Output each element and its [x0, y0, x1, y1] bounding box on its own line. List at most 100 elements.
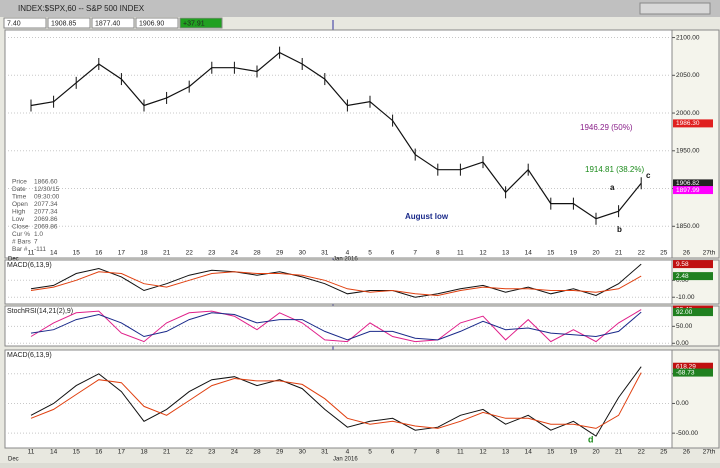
readout-key: Date: [12, 186, 26, 193]
panel-title: MACD(6,13,9): [7, 352, 52, 359]
readout-value: 1.0: [34, 231, 43, 238]
x-tick-label: 14: [525, 449, 533, 456]
readout-value: 1866.60: [34, 179, 58, 186]
readout-value: 2077.34: [34, 209, 58, 216]
x-tick-label: 11: [28, 449, 35, 456]
y-tick-label: 2000.00: [676, 110, 700, 117]
x-tick-label: 29: [276, 250, 284, 257]
y-tick-label: 2050.00: [676, 72, 700, 79]
series-line: [30, 271, 642, 297]
panel-title: MACD(6,13,9): [7, 262, 52, 269]
series-line: [30, 366, 642, 437]
x-tick-label: 30: [299, 250, 307, 257]
x-tick-label: 11: [28, 250, 35, 257]
title-bar: [0, 0, 720, 17]
readout-value: 2077.34: [34, 201, 58, 208]
series-line: [30, 311, 642, 341]
series-line: [30, 263, 642, 298]
readout-key: # Bars: [12, 239, 32, 246]
x-tick-label: 4: [346, 449, 350, 456]
window-buttons[interactable]: [639, 2, 711, 15]
info-box: [91, 17, 135, 29]
annotation: August low: [405, 212, 449, 221]
x-tick-label: 12: [479, 250, 487, 257]
x-tick-label: 21: [163, 250, 171, 257]
y-tick-label: 0.00: [676, 277, 689, 284]
x-tick-label: 7: [413, 449, 417, 456]
x-tick-label: 6: [391, 250, 395, 257]
x-tick-label: 15: [547, 250, 555, 257]
value-tag: [673, 368, 713, 377]
info-box: [179, 17, 223, 29]
window-title: INDEX:$SPX,60 -- S&P 500 INDEX: [18, 4, 145, 13]
price-label: 1986.30: [676, 120, 700, 127]
x-tick-label: 28: [253, 449, 261, 456]
x-tick-label: 31: [321, 449, 329, 456]
readout-value: -111: [34, 246, 46, 253]
x-tick-label: 14: [50, 449, 58, 456]
x-tick-label: 15: [73, 449, 81, 456]
x-tick-label: 12: [479, 449, 487, 456]
readout-value: 7: [34, 239, 38, 246]
x-group-label: Dec: [8, 457, 19, 463]
x-tick-label: 7: [413, 250, 417, 257]
y-tick-label: -500.00: [676, 430, 698, 437]
readout-value: 2069.86: [34, 216, 58, 223]
value-tag: [673, 362, 713, 371]
y-tick-label: -10.00: [676, 294, 695, 301]
info-box: [135, 17, 179, 29]
x-tick-label: 17: [118, 250, 126, 257]
x-tick-label: 23: [208, 250, 216, 257]
panel-title: StochRSI(14,21(2),9): [7, 308, 73, 315]
x-group-label: Jan 2016: [333, 257, 358, 263]
x-tick-label: 23: [208, 449, 216, 456]
value-label: 92.00: [676, 309, 693, 316]
x-group-label: Dec: [8, 257, 19, 263]
x-tick-label: 25: [660, 250, 668, 257]
info-value: 7.40: [7, 20, 21, 27]
x-group-label: Jan 2016: [333, 457, 358, 463]
x-tick-label: 20: [592, 449, 600, 456]
annotation: a: [610, 183, 615, 192]
annotation: d: [588, 434, 594, 444]
info-value: 1908.85: [51, 20, 76, 27]
readout-key: Low: [12, 216, 24, 223]
info-box: [3, 17, 47, 29]
x-tick-label: 31: [321, 250, 329, 257]
y-tick-label: 1850.00: [676, 223, 700, 230]
y-tick-label: 0.00: [676, 340, 689, 347]
x-tick-label: 11: [457, 250, 464, 257]
readout-value: 2069.86: [34, 224, 58, 231]
x-tick-label: 14: [50, 250, 58, 257]
value-label: 9.58: [676, 261, 689, 268]
axis-bg: [671, 29, 720, 259]
info-value: 1906.90: [139, 20, 164, 27]
x-tick-label: 22: [186, 449, 194, 456]
readout-key: Time: [12, 194, 27, 201]
annotation: 1914.81 (38.2%): [585, 165, 644, 174]
x-tick-label: 16: [95, 449, 103, 456]
x-tick-label: 24: [231, 449, 239, 456]
panel-bg: [4, 29, 673, 259]
price-tag: [673, 179, 713, 188]
price-tag: [673, 119, 713, 128]
x-tick-label: 27th: [703, 250, 716, 257]
x-tick-label: 13: [502, 449, 510, 456]
x-tick-label: 5: [368, 449, 372, 456]
panel-bg: [4, 349, 673, 449]
annotation: b: [617, 225, 622, 234]
x-tick-label: 27th: [703, 449, 716, 456]
x-tick-label: 19: [570, 449, 578, 456]
info-value: +37.91: [183, 20, 205, 27]
x-tick-label: 26: [683, 449, 691, 456]
readout-key: Cur %: [12, 231, 30, 238]
series-line: [30, 372, 642, 429]
x-tick-label: 20: [592, 250, 600, 257]
x-tick-label: 5: [368, 250, 372, 257]
x-tick-label: 25: [660, 449, 668, 456]
x-tick-label: 19: [570, 250, 578, 257]
x-tick-label: 22: [638, 449, 646, 456]
info-box: [47, 17, 91, 29]
series-line: [30, 51, 642, 220]
value-tag: [673, 260, 713, 269]
